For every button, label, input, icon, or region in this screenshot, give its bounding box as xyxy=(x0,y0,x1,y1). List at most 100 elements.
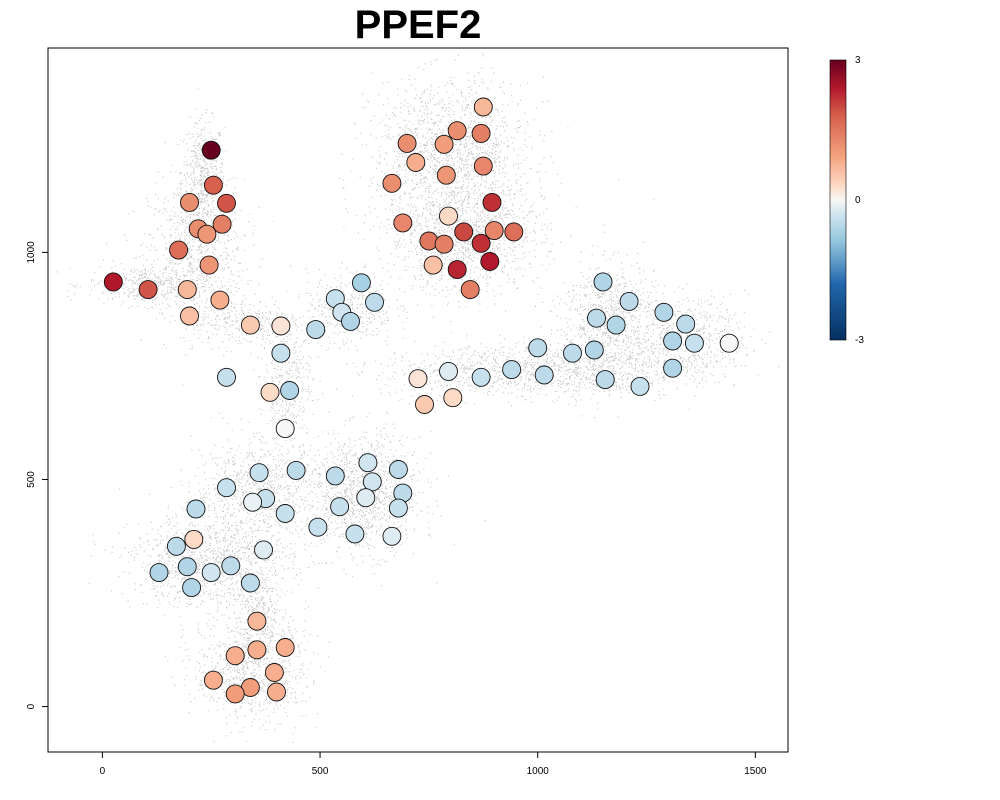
data-point xyxy=(260,382,280,402)
data-point xyxy=(210,290,230,310)
data-points-layer xyxy=(103,97,739,704)
data-point xyxy=(358,453,378,473)
chart-title: PPEF2 xyxy=(355,3,482,47)
data-point xyxy=(504,222,524,242)
data-point xyxy=(397,133,417,153)
data-point xyxy=(199,255,219,275)
data-point xyxy=(365,292,384,312)
data-point xyxy=(217,367,236,387)
data-point xyxy=(240,573,260,593)
data-point xyxy=(286,460,306,480)
data-point xyxy=(534,365,554,385)
data-point xyxy=(482,192,502,212)
data-point xyxy=(149,563,169,583)
data-point xyxy=(356,488,376,508)
colorbar: 3 0 -3 xyxy=(829,55,864,346)
data-point xyxy=(308,517,328,537)
colorbar-tick-label: -3 xyxy=(855,335,864,346)
data-point xyxy=(434,234,454,254)
data-point xyxy=(587,308,606,328)
data-point xyxy=(406,153,426,172)
x-axis: 0 500 1000 1500 xyxy=(100,752,767,777)
data-point xyxy=(341,311,360,331)
data-point xyxy=(180,306,199,326)
y-axis: 0 500 1000 xyxy=(26,241,48,709)
data-point xyxy=(382,173,402,193)
data-point xyxy=(362,472,382,492)
data-point xyxy=(606,315,626,335)
data-point xyxy=(138,280,158,300)
data-point xyxy=(719,333,739,353)
data-point xyxy=(217,478,236,498)
data-point xyxy=(460,280,480,300)
data-point xyxy=(423,255,443,275)
data-point xyxy=(201,140,221,160)
x-tick-label: 500 xyxy=(312,766,329,777)
data-point xyxy=(325,466,345,486)
data-point xyxy=(454,222,474,242)
data-point xyxy=(271,343,291,363)
data-point xyxy=(408,369,428,389)
data-point xyxy=(201,563,221,583)
data-point xyxy=(177,557,197,577)
colorbar-tick-label: 0 xyxy=(855,195,861,206)
data-point xyxy=(271,316,291,336)
data-point xyxy=(484,221,504,241)
colorbar-gradient xyxy=(829,59,847,341)
data-point xyxy=(654,302,674,322)
data-point xyxy=(480,252,500,271)
data-point xyxy=(275,419,295,439)
data-point xyxy=(447,260,467,280)
data-point xyxy=(663,358,683,378)
data-point xyxy=(663,331,683,351)
data-point xyxy=(393,213,413,233)
data-point xyxy=(212,214,232,234)
data-point xyxy=(502,360,522,380)
data-point xyxy=(225,646,245,666)
data-point xyxy=(471,367,491,387)
data-point xyxy=(243,492,263,512)
data-point xyxy=(280,381,300,400)
data-point xyxy=(306,320,326,340)
data-point xyxy=(275,638,295,657)
data-point xyxy=(471,123,491,143)
y-tick-label: 0 xyxy=(26,703,37,709)
data-point xyxy=(221,556,241,576)
data-point xyxy=(267,682,286,702)
data-point xyxy=(103,272,123,292)
data-point xyxy=(169,240,189,260)
data-point xyxy=(630,376,650,396)
y-tick-label: 500 xyxy=(26,471,37,488)
x-tick-label: 0 xyxy=(100,766,106,777)
data-point xyxy=(217,193,236,213)
plot-frame xyxy=(47,47,789,753)
data-point xyxy=(684,333,704,353)
data-point xyxy=(345,524,365,544)
data-point xyxy=(471,233,491,253)
data-point xyxy=(177,280,197,300)
data-point xyxy=(351,273,371,293)
data-point xyxy=(388,460,408,479)
data-point xyxy=(247,640,267,660)
data-point xyxy=(563,343,582,363)
data-point xyxy=(439,206,458,226)
data-point xyxy=(240,315,260,335)
x-tick-label: 1000 xyxy=(527,766,550,777)
y-tick-label: 1000 xyxy=(26,241,37,264)
data-point xyxy=(443,388,463,408)
data-point xyxy=(595,370,615,390)
data-point xyxy=(186,499,206,519)
colorbar-tick-label: 3 xyxy=(855,55,861,66)
data-point xyxy=(593,272,613,292)
data-point xyxy=(436,165,456,185)
data-point xyxy=(439,361,458,381)
data-point xyxy=(473,97,493,117)
data-point xyxy=(203,670,223,690)
data-point xyxy=(184,529,204,549)
data-point xyxy=(382,526,402,546)
data-point xyxy=(676,314,696,334)
data-point xyxy=(254,540,273,560)
data-point xyxy=(619,291,639,311)
data-point xyxy=(584,340,604,360)
